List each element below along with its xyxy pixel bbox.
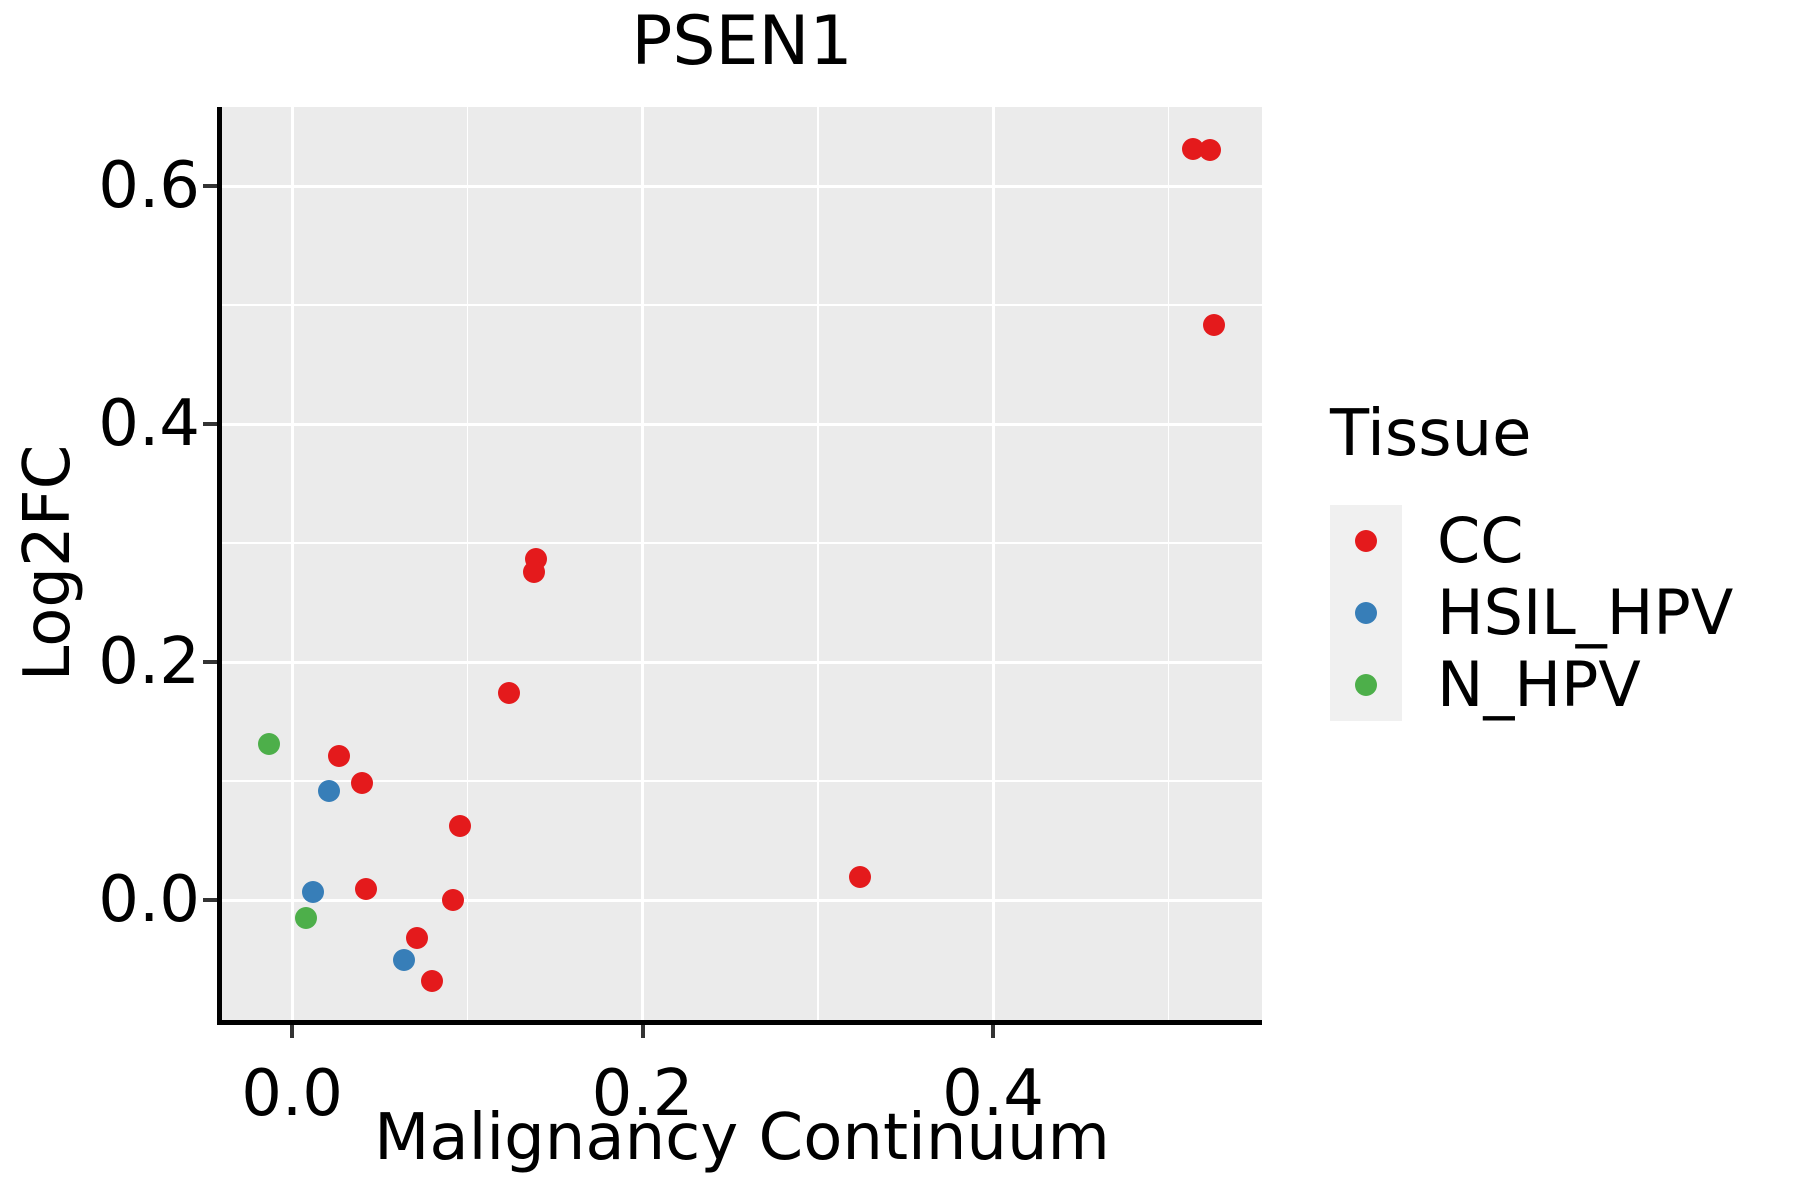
x-tick-label: 0.2 bbox=[591, 1057, 694, 1131]
gridline-x-minor bbox=[1167, 107, 1169, 1020]
legend-key bbox=[1330, 577, 1402, 649]
y-tick bbox=[203, 422, 217, 427]
gridline-y-minor bbox=[222, 780, 1262, 782]
y-tick bbox=[203, 898, 217, 903]
legend-dot-n-hpv bbox=[1355, 674, 1377, 696]
legend-dot-cc bbox=[1355, 530, 1377, 552]
data-point-cc[interactable] bbox=[421, 969, 444, 992]
legend-item-label: CC bbox=[1437, 504, 1524, 577]
legend-key bbox=[1330, 505, 1402, 577]
legend-item-cc[interactable]: CC bbox=[1330, 505, 1733, 577]
y-tick bbox=[203, 184, 217, 189]
legend-item-label: HSIL_HPV bbox=[1437, 576, 1734, 649]
data-point-cc[interactable] bbox=[522, 560, 545, 583]
data-point-cc[interactable] bbox=[328, 745, 351, 768]
gridline-y-major bbox=[222, 898, 1262, 902]
y-tick-label: 0.0 bbox=[98, 863, 200, 938]
data-point-n-hpv[interactable] bbox=[258, 733, 281, 756]
y-tick-label: 0.2 bbox=[98, 625, 200, 700]
gridline-x-minor bbox=[817, 107, 819, 1020]
data-point-cc[interactable] bbox=[498, 681, 521, 704]
y-axis-line bbox=[217, 107, 222, 1025]
legend-dot-hsil-hpv bbox=[1355, 602, 1377, 624]
gridline-x-minor bbox=[466, 107, 469, 1020]
gridline-y-major bbox=[222, 184, 1262, 188]
data-point-hsil-hpv[interactable] bbox=[317, 779, 340, 802]
x-axis-label: Malignancy Continuum bbox=[374, 1101, 1110, 1175]
x-tick bbox=[991, 1025, 996, 1038]
data-point-cc[interactable] bbox=[1199, 139, 1222, 162]
x-tick-label: 0.0 bbox=[241, 1057, 343, 1131]
y-tick-label: 0.4 bbox=[98, 387, 200, 462]
legend-items: CC HSIL_HPV N_HPV bbox=[1330, 505, 1733, 721]
gridline-y-minor bbox=[222, 304, 1262, 306]
plot-panel bbox=[222, 107, 1262, 1020]
gridline-x-major bbox=[641, 107, 645, 1020]
y-tick bbox=[203, 660, 217, 665]
legend-item-label: N_HPV bbox=[1437, 648, 1641, 721]
plot-title: PSEN1 bbox=[631, 2, 853, 81]
legend-item-hsil-hpv[interactable]: HSIL_HPV bbox=[1330, 577, 1733, 649]
data-point-cc[interactable] bbox=[405, 927, 428, 950]
data-point-cc[interactable] bbox=[1181, 138, 1204, 161]
data-point-cc[interactable] bbox=[354, 878, 377, 901]
gridline-y-major bbox=[222, 422, 1262, 426]
data-point-cc[interactable] bbox=[449, 815, 472, 838]
gridline-y-minor bbox=[222, 542, 1262, 544]
legend: Tissue CC HSIL_HPV N_HPV bbox=[1330, 400, 1733, 721]
x-tick bbox=[640, 1025, 645, 1038]
data-point-hsil-hpv[interactable] bbox=[393, 948, 416, 971]
gridline-x-major bbox=[290, 107, 294, 1020]
gridline-x-major bbox=[991, 107, 995, 1020]
data-point-cc[interactable] bbox=[1202, 314, 1225, 337]
x-tick bbox=[290, 1025, 295, 1038]
legend-item-n-hpv[interactable]: N_HPV bbox=[1330, 649, 1733, 721]
x-tick-label: 0.4 bbox=[942, 1057, 1044, 1131]
data-point-cc[interactable] bbox=[442, 889, 465, 912]
y-tick-label: 0.6 bbox=[98, 149, 200, 224]
data-point-hsil-hpv[interactable] bbox=[302, 880, 325, 903]
gridline-y-major bbox=[222, 660, 1262, 664]
legend-title: Tissue bbox=[1330, 397, 1532, 471]
data-point-cc[interactable] bbox=[351, 772, 374, 795]
x-axis-line bbox=[217, 1020, 1262, 1025]
legend-key bbox=[1330, 649, 1402, 721]
data-point-n-hpv[interactable] bbox=[295, 906, 318, 929]
data-point-cc[interactable] bbox=[848, 866, 871, 889]
